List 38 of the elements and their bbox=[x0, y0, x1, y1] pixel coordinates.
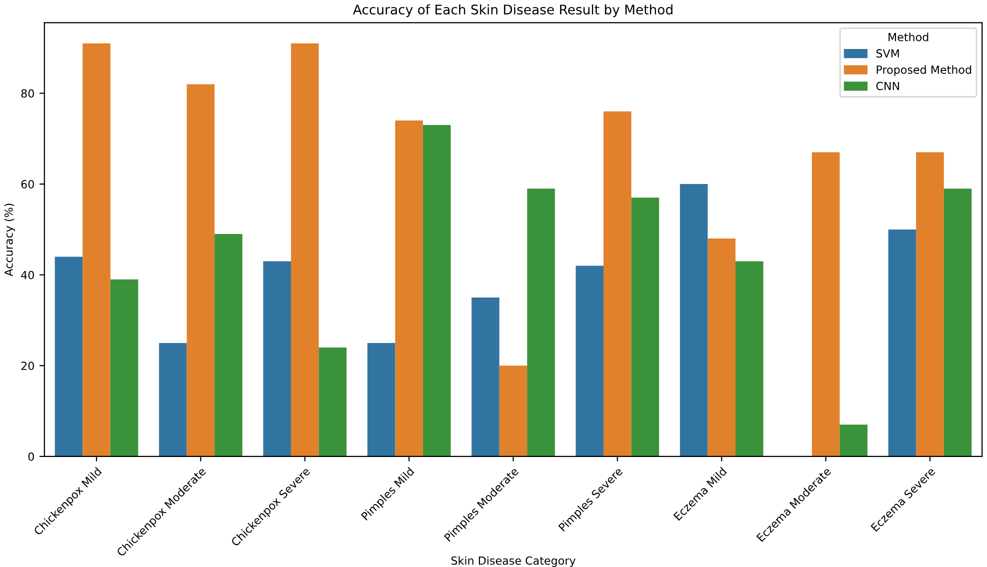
bar bbox=[290, 43, 319, 456]
bar bbox=[318, 347, 347, 456]
bar bbox=[708, 238, 736, 456]
legend-title: Method bbox=[888, 32, 928, 42]
bar bbox=[422, 125, 451, 456]
bar bbox=[186, 84, 215, 456]
y-tick-label: 20 bbox=[21, 362, 34, 370]
bar bbox=[631, 198, 660, 456]
bar bbox=[576, 266, 604, 456]
bar bbox=[214, 234, 242, 456]
legend-label: SVM bbox=[876, 49, 899, 58]
bar bbox=[736, 261, 764, 456]
bar bbox=[812, 152, 840, 456]
y-tick-label: 60 bbox=[21, 180, 34, 188]
bar bbox=[916, 152, 944, 456]
bar bbox=[944, 188, 972, 456]
bar bbox=[367, 342, 396, 456]
legend-label: Proposed Method bbox=[876, 65, 972, 76]
y-axis-title: Accuracy (%) bbox=[4, 204, 15, 276]
bar bbox=[472, 298, 500, 456]
bar bbox=[499, 366, 528, 456]
bar bbox=[395, 120, 423, 456]
bar bbox=[527, 188, 555, 456]
bar bbox=[840, 424, 868, 456]
y-tick-label: 40 bbox=[21, 270, 34, 280]
x-axis-title: Skin Disease Category bbox=[451, 556, 576, 567]
bar bbox=[888, 229, 916, 456]
chart-title: Accuracy of Each Skin Disease Result by Method bbox=[352, 4, 672, 18]
y-tick-label: 80 bbox=[21, 89, 34, 98]
bar bbox=[54, 256, 83, 456]
bar bbox=[82, 43, 110, 456]
bar bbox=[263, 261, 291, 456]
bar bbox=[159, 342, 187, 456]
bar bbox=[680, 184, 708, 456]
bar bbox=[604, 111, 632, 456]
bar bbox=[110, 279, 138, 456]
legend-label: CNN bbox=[876, 82, 899, 90]
y-tick-label: 0 bbox=[28, 452, 34, 461]
